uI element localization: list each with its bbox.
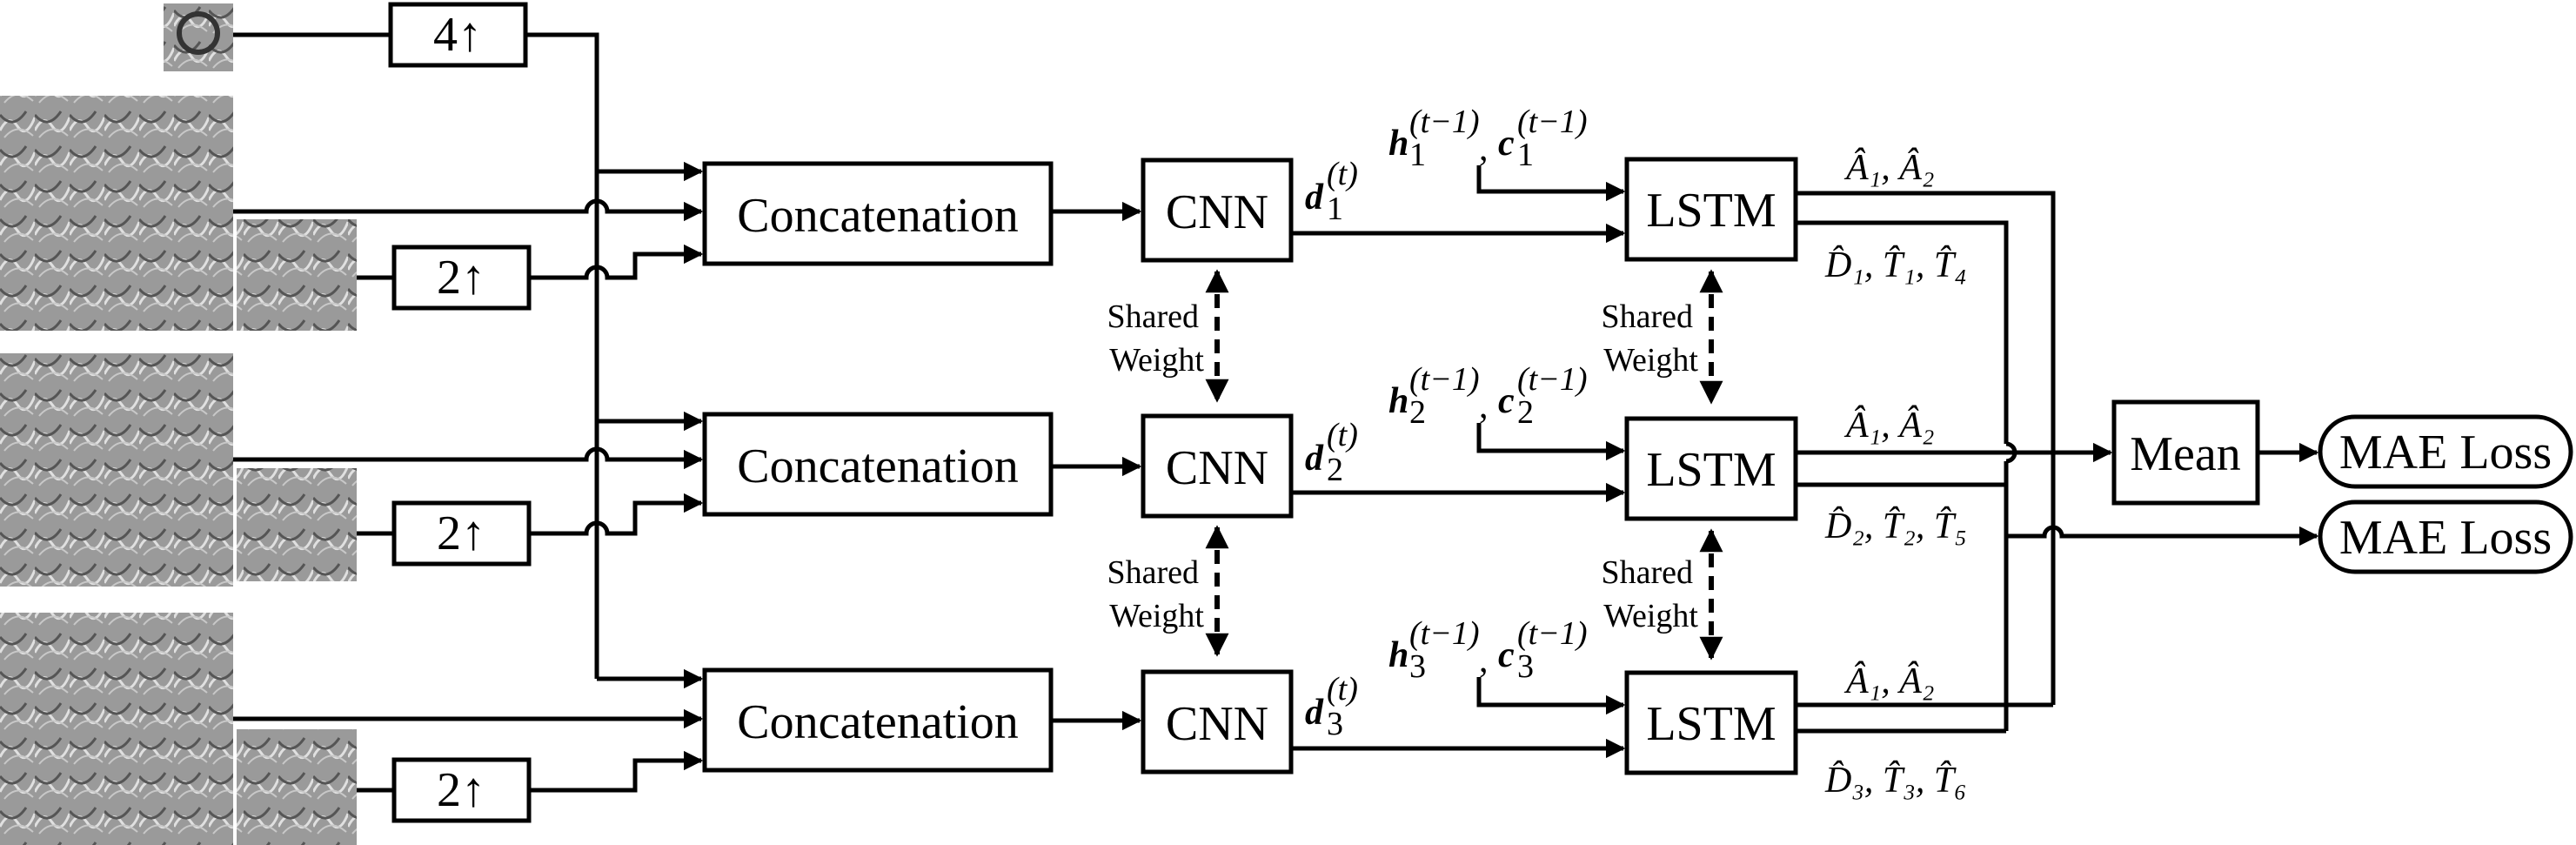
concat-row1: Concatenation — [702, 161, 1054, 266]
patch-cell-outline — [177, 11, 220, 55]
svg-text:c: c — [1498, 381, 1515, 421]
hidden-c-sub: 1 — [1517, 137, 1534, 173]
svg-text:,: , — [1479, 129, 1489, 169]
feature-label-2: d 2 (t) — [1305, 417, 1358, 488]
output-labels: Â₁, Â₂ D̂₁, T̂₁, T̂₄ Â₁, Â₂ D̂₂, T̂₂, T̂… — [1824, 147, 1967, 801]
hidden-h-sub: 3 — [1409, 648, 1426, 685]
input-connections — [233, 32, 704, 793]
concat-row3: Concatenation — [702, 667, 1054, 773]
shared-label-2a: Shared — [1107, 554, 1199, 591]
shared-label-4b: Weight — [1603, 598, 1698, 634]
concat-row1-label: Concatenation — [737, 189, 1018, 243]
feature-label-1: d 1 (t) — [1305, 156, 1358, 227]
hidden-h-sup: (t−1) — [1409, 361, 1480, 398]
feature-symbol: d — [1305, 693, 1324, 733]
shared-label-2b: Weight — [1109, 598, 1204, 634]
lstm-row1: LSTM — [1624, 157, 1798, 262]
input-patch-3-small — [237, 729, 357, 845]
shared-label-1b: Weight — [1109, 342, 1204, 379]
mae-loss-2-label: MAE Loss — [2339, 511, 2552, 565]
hidden-state-2: h 2 (t−1) , c 2 (t−1) — [1388, 361, 1626, 461]
mean-node: Mean — [2111, 399, 2260, 506]
input-patch-1-large — [0, 96, 233, 331]
input-patches — [0, 3, 357, 845]
feature-sup: (t) — [1327, 156, 1358, 192]
input-patch-2-large — [0, 353, 233, 587]
feature-sup: (t) — [1327, 417, 1358, 453]
shared-label-3a: Shared — [1601, 298, 1693, 335]
hidden-h-sub: 2 — [1409, 394, 1426, 431]
output-row3-bottom: D̂₃, T̂₃, T̂₆ — [1824, 760, 1967, 801]
mae-loss-2: MAE Loss — [2318, 500, 2573, 574]
hidden-h-sup: (t−1) — [1409, 104, 1480, 140]
hidden-state-3: h 3 (t−1) , c 3 (t−1) — [1388, 615, 1626, 715]
lstm-row3-label: LSTM — [1646, 697, 1776, 751]
upsample-row2-label: 2↑ — [437, 506, 485, 560]
mean-label: Mean — [2130, 427, 2241, 481]
output-row1-bottom: D̂₁, T̂₁, T̂₄ — [1824, 245, 1967, 285]
hidden-c-sup: (t−1) — [1517, 104, 1588, 140]
concat-row2: Concatenation — [702, 412, 1054, 517]
output-row1-top: Â₁, Â₂ — [1843, 147, 1935, 188]
svg-text:h: h — [1388, 635, 1408, 675]
input-patch-2-small — [237, 468, 357, 581]
lstm-row3: LSTM — [1624, 670, 1798, 775]
svg-text:h: h — [1388, 381, 1408, 421]
shared-label-3b: Weight — [1603, 342, 1698, 379]
concat-row3-label: Concatenation — [737, 695, 1018, 749]
feature-sub: 3 — [1327, 706, 1343, 742]
upsample-top: 4↑ — [388, 2, 528, 68]
input-patch-1-small — [237, 219, 357, 331]
cnn-row2-label: CNN — [1166, 441, 1268, 495]
hidden-c-sub: 3 — [1517, 648, 1534, 685]
upsample-row1: 2↑ — [391, 245, 532, 311]
hidden-c-sup: (t−1) — [1517, 615, 1588, 652]
svg-text:c: c — [1498, 124, 1515, 164]
output-row3-top: Â₁, Â₂ — [1843, 661, 1935, 701]
feature-sub: 2 — [1327, 452, 1343, 488]
hidden-state-1: h 1 (t−1) , c 1 (t−1) — [1388, 104, 1626, 202]
mae-loss-1-label: MAE Loss — [2339, 426, 2552, 480]
cnn-row3: CNN — [1141, 669, 1294, 775]
hidden-h-sup: (t−1) — [1409, 615, 1480, 652]
upsample-row2: 2↑ — [391, 500, 532, 567]
feature-symbol: d — [1305, 439, 1324, 479]
feature-sup: (t) — [1327, 671, 1358, 708]
lstm-row2-label: LSTM — [1646, 443, 1776, 497]
feature-sub: 1 — [1327, 191, 1343, 227]
output-connections — [1796, 191, 2319, 734]
cnn-row2: CNN — [1141, 413, 1294, 519]
upsample-row3-label: 2↑ — [437, 763, 485, 817]
hidden-c-sup: (t−1) — [1517, 361, 1588, 398]
cnn-row1-label: CNN — [1166, 185, 1268, 239]
lstm-row1-label: LSTM — [1646, 184, 1776, 238]
upsample-row1-label: 2↑ — [437, 251, 485, 305]
input-patch-3-large — [0, 613, 233, 845]
output-row2-top: Â₁, Â₂ — [1843, 405, 1935, 446]
concat-row2-label: Concatenation — [737, 439, 1018, 493]
shared-label-4a: Shared — [1601, 554, 1693, 591]
cnn-row1: CNN — [1141, 158, 1294, 263]
svg-text:,: , — [1479, 386, 1489, 426]
svg-text:,: , — [1479, 640, 1489, 681]
upsample-row3: 2↑ — [391, 757, 532, 823]
shared-label-1a: Shared — [1107, 298, 1199, 335]
cnn-row3-label: CNN — [1166, 697, 1268, 751]
upsample-top-label: 4↑ — [433, 8, 482, 62]
feature-symbol: d — [1305, 178, 1324, 218]
hidden-h-sub: 1 — [1409, 137, 1426, 173]
lstm-row2: LSTM — [1624, 416, 1798, 521]
hidden-c-sub: 2 — [1517, 394, 1534, 431]
svg-text:c: c — [1498, 635, 1515, 675]
mae-loss-1: MAE Loss — [2318, 414, 2573, 489]
output-row2-bottom: D̂₂, T̂₂, T̂₅ — [1824, 506, 1967, 547]
feature-label-3: d 3 (t) — [1305, 671, 1358, 742]
svg-text:h: h — [1388, 124, 1408, 164]
